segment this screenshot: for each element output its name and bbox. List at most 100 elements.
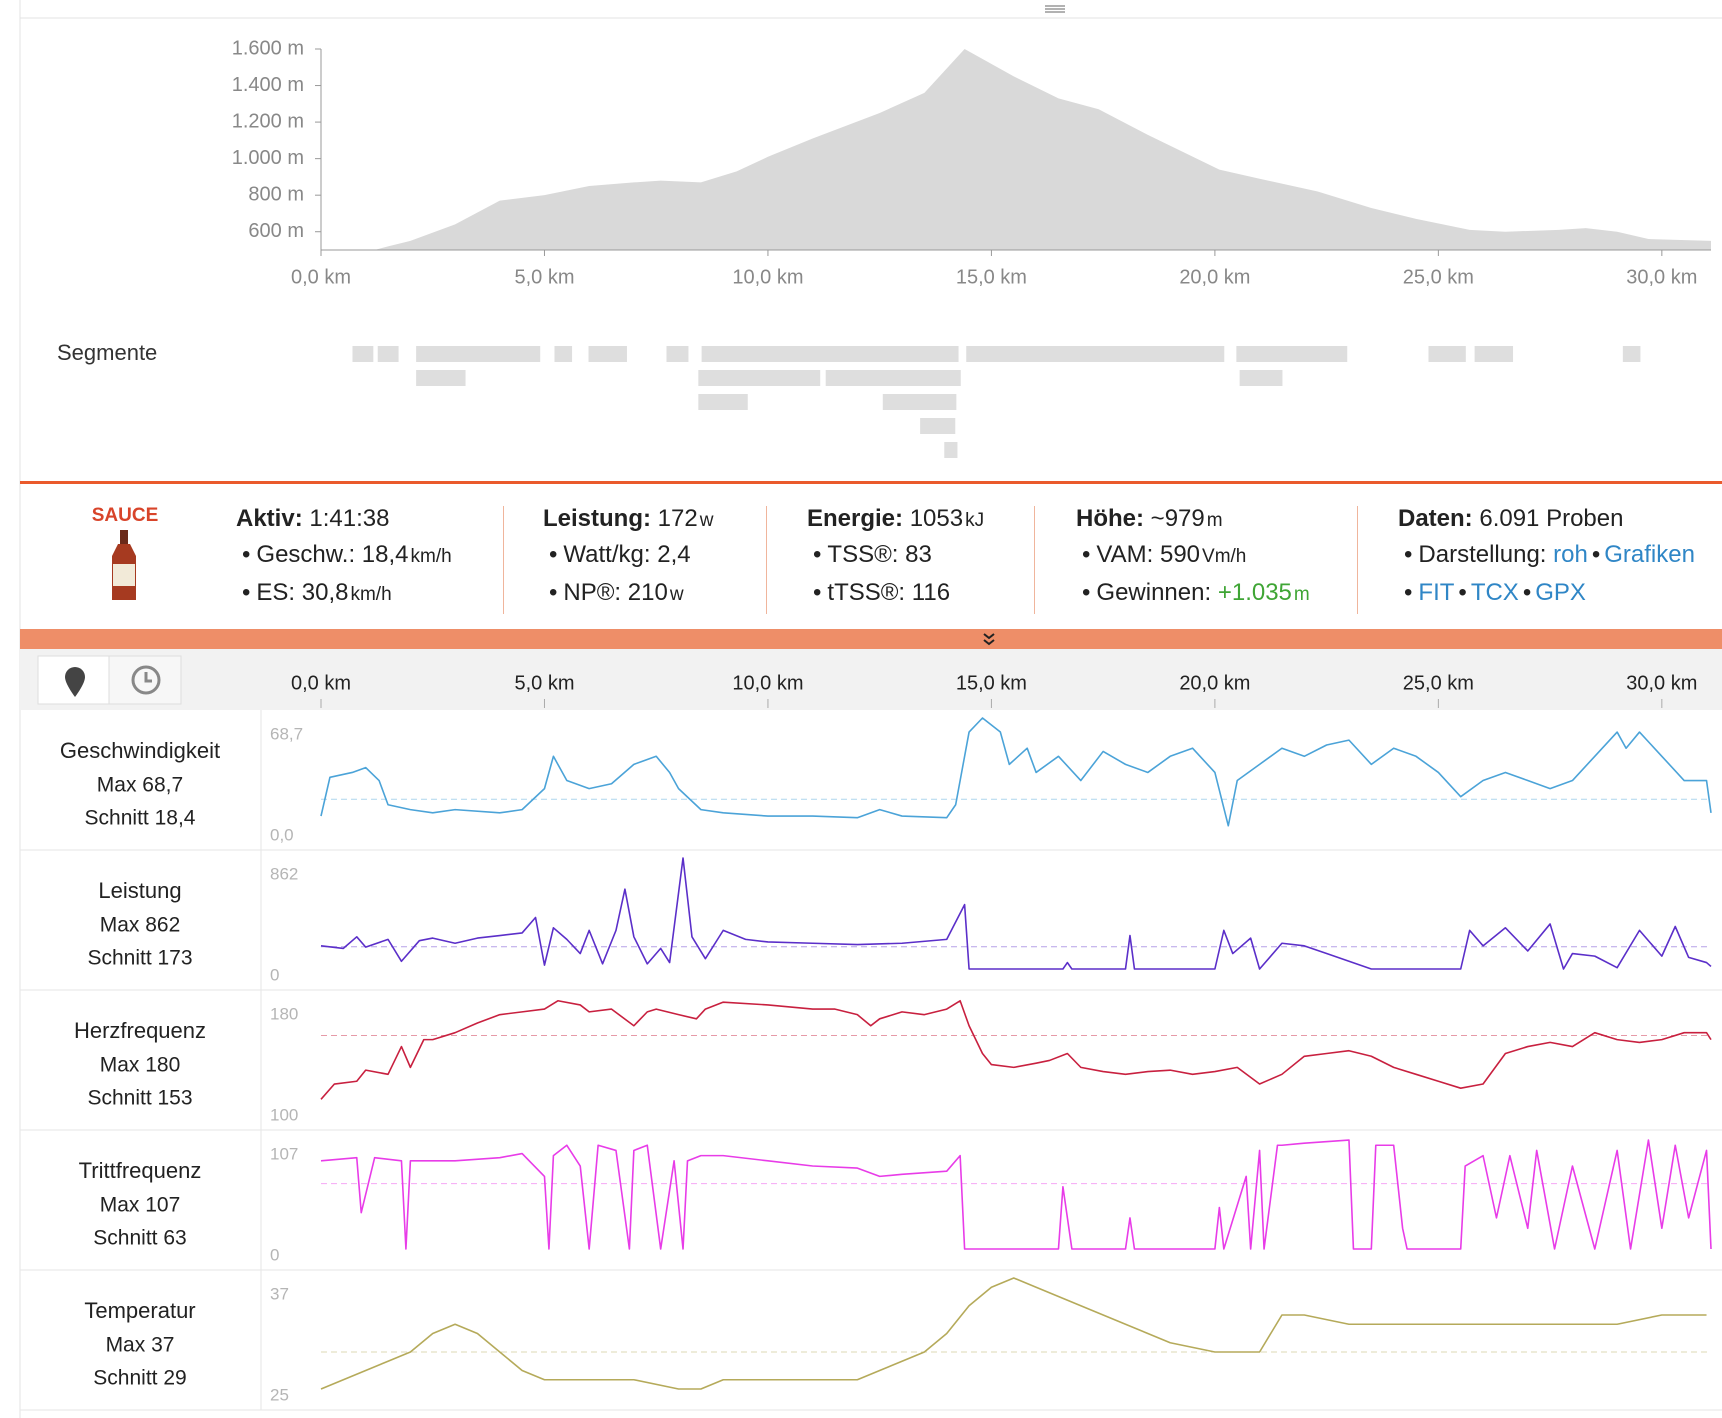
segment-bar xyxy=(416,346,541,362)
y-tick-label: 68,7 xyxy=(270,724,303,743)
item-value: 18,4 xyxy=(361,541,409,568)
link[interactable]: roh xyxy=(1553,541,1588,568)
stat-column: Aktiv: 1:41:38Geschw.: 18,4km/hES: 30,8k… xyxy=(236,502,452,612)
collapse-bar[interactable] xyxy=(20,629,1722,649)
link[interactable]: GPX xyxy=(1519,579,1586,606)
segment-bar xyxy=(1239,370,1283,386)
stat-item: FITTCXGPX xyxy=(1398,574,1695,612)
x-tick-label: 30,0 km xyxy=(1626,672,1697,694)
stat-value: 1053 xyxy=(909,505,964,532)
item-value: +1.035 xyxy=(1217,579,1292,606)
separator xyxy=(1357,506,1358,614)
item-value: 590 xyxy=(1159,541,1201,568)
stream-name: Herzfrequenz xyxy=(74,1018,206,1043)
stat-item: ES: 30,8km/h xyxy=(236,574,452,612)
item-label: ES: xyxy=(256,579,296,606)
stat-unit: m xyxy=(1206,510,1223,531)
stream-mean: Schnitt 153 xyxy=(87,1087,192,1110)
item-value: 210 xyxy=(627,579,668,606)
x-tick-label: 5,0 km xyxy=(514,266,574,288)
stream-line xyxy=(320,1277,1707,1390)
x-tick-label: 20,0 km xyxy=(1179,672,1250,694)
stat-label: Leistung: xyxy=(543,505,651,532)
segment-bar xyxy=(920,418,956,434)
stream-max: Max 37 xyxy=(106,1334,175,1357)
stat-column: Energie: 1053kJTSS®: 83tTSS®: 116 xyxy=(807,502,984,612)
drag-handle[interactable] xyxy=(1045,5,1065,13)
y-tick-label: 600 m xyxy=(248,220,304,242)
segment-bars xyxy=(352,346,1641,458)
item-unit: w xyxy=(669,584,684,605)
stream-max: Max 862 xyxy=(100,914,181,937)
link[interactable]: FIT xyxy=(1418,579,1455,606)
separator xyxy=(1034,506,1035,614)
stream-line xyxy=(320,857,1712,970)
sauce-logo: SAUCE xyxy=(92,505,159,600)
y-tick-label: 25 xyxy=(270,1385,289,1404)
y-tick-label: 0,0 xyxy=(270,825,294,844)
stream-mean: Schnitt 18,4 xyxy=(85,807,196,830)
link[interactable]: TCX xyxy=(1454,579,1518,606)
segment-bar xyxy=(1428,346,1466,362)
stream-line xyxy=(320,717,1712,827)
stat-item: Geschw.: 18,4km/h xyxy=(236,536,452,574)
item-unit: km/h xyxy=(410,546,452,567)
segment-bar xyxy=(416,370,466,386)
pin-icon xyxy=(65,667,85,697)
logo-text: SAUCE xyxy=(92,505,159,526)
stat-value: 172 xyxy=(657,505,698,532)
stat-head: Energie: 1053 kJ xyxy=(807,502,984,536)
stat-label: Höhe: xyxy=(1076,505,1144,532)
stream-line xyxy=(320,999,1712,1100)
item-value: 2,4 xyxy=(657,541,691,568)
item-value: 83 xyxy=(905,541,932,568)
x-tick-label: 30,0 km xyxy=(1626,266,1697,288)
segment-bar xyxy=(701,346,959,362)
item-unit: Vm/h xyxy=(1202,546,1247,567)
stream-mean: Schnitt 173 xyxy=(87,947,192,970)
item-label: VAM: xyxy=(1096,541,1154,568)
stream-max: Max 68,7 xyxy=(97,774,183,797)
segment-bar xyxy=(588,346,627,362)
x-tick-label: 15,0 km xyxy=(956,266,1027,288)
separator xyxy=(503,506,504,614)
x-tick-label: 5,0 km xyxy=(514,672,574,694)
stat-label: Daten: xyxy=(1398,505,1473,532)
segment-bar xyxy=(1236,346,1348,362)
x-tick-label: 0,0 km xyxy=(291,672,351,694)
item-value: 30,8 xyxy=(301,579,349,606)
y-tick-label: 1.600 m xyxy=(232,37,304,59)
separator xyxy=(766,506,767,614)
y-tick-label: 100 xyxy=(270,1105,298,1124)
stream-max: Max 107 xyxy=(100,1194,181,1217)
stat-value: 6.091 Proben xyxy=(1479,505,1624,532)
x-tick-label: 25,0 km xyxy=(1403,266,1474,288)
item-label: NP®: xyxy=(563,579,622,606)
stream-name: Leistung xyxy=(98,878,181,903)
x-tick-label: 20,0 km xyxy=(1179,266,1250,288)
stream-name: Trittfrequenz xyxy=(79,1158,202,1183)
stream-mean: Schnitt 29 xyxy=(93,1367,186,1390)
link[interactable]: Grafiken xyxy=(1588,541,1695,568)
segment-bar xyxy=(1622,346,1641,362)
stat-label: Aktiv: xyxy=(236,505,303,532)
stream-mean: Schnitt 63 xyxy=(93,1227,186,1250)
segment-bar xyxy=(377,346,399,362)
segment-bar xyxy=(698,394,748,410)
y-tick-label: 0 xyxy=(270,1245,279,1264)
stat-value: 1:41:38 xyxy=(309,505,390,532)
stat-column: Daten: 6.091 ProbenDarstellung: rohGrafi… xyxy=(1398,502,1695,612)
x-tick-label: 25,0 km xyxy=(1403,672,1474,694)
segments-label: Segmente xyxy=(57,340,157,365)
chevron[interactable] xyxy=(983,633,995,646)
stream-line xyxy=(320,1139,1712,1250)
x-tick-label: 10,0 km xyxy=(732,672,803,694)
item-label: Gewinnen: xyxy=(1096,579,1212,606)
y-tick-label: 1.000 m xyxy=(232,147,304,169)
segment-bar xyxy=(666,346,689,362)
